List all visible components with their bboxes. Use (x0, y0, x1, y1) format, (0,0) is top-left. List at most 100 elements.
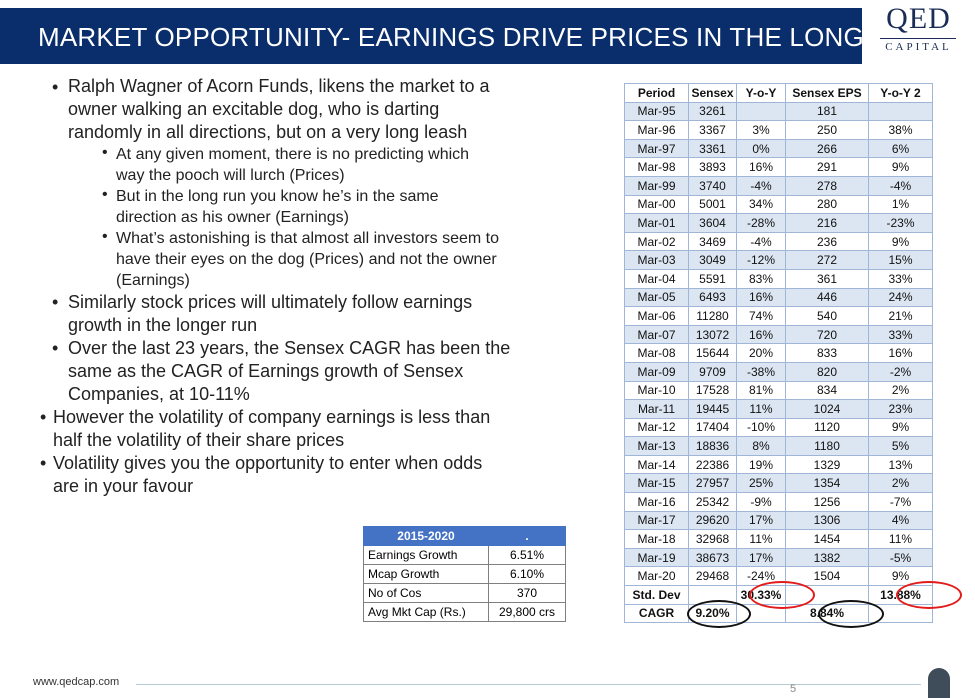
sensex-row: Mar-95 3261 181 (624, 101, 933, 122)
sensex-row: Mar-13 18836 8% 1180 5% (624, 436, 933, 456)
bullet-line: half the volatility of their share price… (53, 430, 345, 450)
sensex-cell: 2% (868, 380, 933, 401)
bullet-dot: • (40, 453, 47, 473)
sensex-cell: Mar-06 (624, 306, 689, 326)
summary-header-period: 2015-2020 (363, 526, 489, 546)
header-banner: MARKET OPPORTUNITY- EARNINGS DRIVE PRICE… (0, 0, 975, 64)
sensex-cell: 20% (736, 343, 786, 363)
sensex-cell: 5591 (688, 268, 737, 289)
summary-label: No of Cos (363, 583, 489, 603)
sensex-row: Mar-04 5591 83% 361 33% (624, 268, 933, 289)
sensex-cell: -4% (868, 175, 933, 196)
sensex-cell: 3261 (688, 101, 737, 122)
sensex-cell: Mar-07 (624, 324, 689, 345)
sensex-cell: Mar-13 (624, 436, 689, 456)
sub-bullet-dot: • (102, 144, 108, 161)
sensex-row: Mar-06 11280 74% 540 21% (624, 306, 933, 326)
sub-bullet-line: direction as his owner (Earnings) (116, 209, 349, 226)
sensex-cell: 16% (736, 157, 786, 177)
sensex-cell: 1382 (785, 547, 869, 568)
sensex-cell: 181 (785, 101, 869, 122)
sensex-cell: Mar-05 (624, 287, 689, 308)
sensex-cell: 11% (736, 529, 786, 549)
sensex-cell: 1329 (785, 454, 869, 475)
sensex-cell: -23% (868, 213, 933, 233)
sensex-cell: 4% (868, 510, 933, 531)
sensex-cell: 33% (868, 268, 933, 289)
sensex-cell: 21% (868, 306, 933, 326)
red-highlight-circle (896, 581, 962, 609)
sensex-cell: Mar-12 (624, 417, 689, 438)
sensex-cell: 3361 (688, 138, 737, 159)
sensex-col-header: Y-o-Y 2 (868, 83, 933, 103)
sensex-cell: Mar-19 (624, 547, 689, 568)
sub-bullet-line: But in the long run you know he’s in the… (116, 188, 439, 205)
sensex-cell: 29620 (688, 510, 737, 531)
sensex-col-header: Sensex EPS (785, 83, 869, 103)
sub-bullet-line: have their eyes on the dog (Prices) and … (116, 251, 497, 268)
sensex-cell: 38% (868, 120, 933, 140)
sensex-cell: 2% (868, 473, 933, 494)
logo-main-text: QED (886, 2, 951, 35)
sensex-cell: 38673 (688, 547, 737, 568)
sensex-cell: -9% (736, 492, 786, 512)
sensex-cell: Mar-16 (624, 492, 689, 512)
sensex-cell: 3469 (688, 231, 737, 252)
sensex-cell: 5% (868, 436, 933, 456)
sensex-cell: 25% (736, 473, 786, 494)
corner-decoration (928, 668, 950, 698)
sensex-cell: 1256 (785, 492, 869, 512)
bullet-line: owner walking an excitable dog, who is d… (68, 99, 440, 119)
sensex-cell: Mar-00 (624, 194, 689, 215)
sensex-cell: 11% (868, 529, 933, 549)
sensex-cell: 9% (868, 157, 933, 177)
sensex-cell: 216 (785, 213, 869, 233)
sensex-cell: 6% (868, 138, 933, 159)
sensex-row: Mar-11 19445 11% 1024 23% (624, 399, 933, 419)
sensex-cell: 3% (736, 120, 786, 140)
sensex-cell: Mar-14 (624, 454, 689, 475)
black-highlight-circle (687, 600, 751, 628)
sensex-row: Mar-10 17528 81% 834 2% (624, 380, 933, 401)
sensex-cell: -7% (868, 492, 933, 512)
title-bar (0, 8, 862, 64)
sensex-col-header: Period (624, 83, 689, 103)
sensex-cell: 15644 (688, 343, 737, 363)
sensex-row: Mar-01 3604 -28% 216 -23% (624, 213, 933, 233)
sensex-cell: 11280 (688, 306, 737, 326)
sensex-footer-cell: CAGR (624, 603, 689, 624)
bullet-line: growth in the longer run (68, 315, 258, 335)
sensex-cell: 3604 (688, 213, 737, 233)
sensex-cell: 24% (868, 287, 933, 308)
sensex-cell (736, 101, 786, 122)
sensex-cell: 23% (868, 399, 933, 419)
sensex-cell: -10% (736, 417, 786, 438)
summary-header-row: 2015-2020 . (363, 526, 566, 546)
sensex-cell: 720 (785, 324, 869, 345)
sensex-cell: -12% (736, 250, 786, 270)
sensex-cell (868, 101, 933, 122)
summary-row: Mcap Growth 6.10% (363, 564, 566, 584)
sensex-cell: 1354 (785, 473, 869, 494)
sensex-row: Mar-09 9709 -38% 820 -2% (624, 361, 933, 382)
sensex-row: Mar-99 3740 -4% 278 -4% (624, 175, 933, 196)
bullet-dot: • (52, 292, 59, 312)
sensex-row: Mar-08 15644 20% 833 16% (624, 343, 933, 363)
sensex-cell: 1180 (785, 436, 869, 456)
sensex-row: Mar-96 3367 3% 250 38% (624, 120, 933, 140)
sensex-cell: 5001 (688, 194, 737, 215)
sensex-cell: 11% (736, 399, 786, 419)
sensex-cell: Mar-95 (624, 101, 689, 122)
sensex-cell: 34% (736, 194, 786, 215)
sensex-cell: 1454 (785, 529, 869, 549)
sensex-cell: 74% (736, 306, 786, 326)
sensex-cell: 32968 (688, 529, 737, 549)
sensex-cell: 3049 (688, 250, 737, 270)
footer-divider (136, 684, 921, 685)
bullet-line: Ralph Wagner of Acorn Funds, likens the … (68, 76, 490, 96)
sensex-cell: 3367 (688, 120, 737, 140)
sensex-cell: 833 (785, 343, 869, 363)
sensex-row: Mar-05 6493 16% 446 24% (624, 287, 933, 308)
sensex-col-header: Sensex (688, 83, 737, 103)
sensex-cell: 8% (736, 436, 786, 456)
